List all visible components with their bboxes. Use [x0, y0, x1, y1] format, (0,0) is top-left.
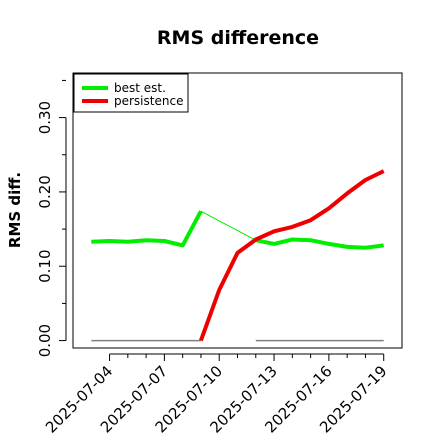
y-tick-label: 0.00 — [36, 324, 54, 357]
series-lines — [91, 169, 385, 342]
series-line-best-est-0 — [91, 210, 203, 248]
y-axis-label: RMS diff. — [6, 172, 24, 248]
y-tick-label: 0.10 — [36, 249, 54, 282]
series-line-best-est-1 — [255, 237, 384, 250]
legend-label-persistence: persistence — [114, 94, 183, 108]
chart-title: RMS difference — [157, 27, 319, 49]
y-tick-label: 0.30 — [36, 101, 54, 134]
x-axis: 2025-07-042025-07-072025-07-102025-07-13… — [42, 353, 391, 437]
y-tick-label: 0.20 — [36, 175, 54, 208]
legend: best est. persistence — [73, 73, 189, 113]
plot-frame — [72, 72, 403, 349]
series-line-persistence-0 — [199, 169, 385, 342]
connectors — [200, 210, 257, 241]
legend-label-best-est: best est. — [114, 81, 166, 95]
legend-box — [73, 73, 189, 113]
y-axis: 0.00 0.10 0.20 0.30 — [36, 79, 67, 357]
series-connector-0 — [200, 210, 257, 241]
